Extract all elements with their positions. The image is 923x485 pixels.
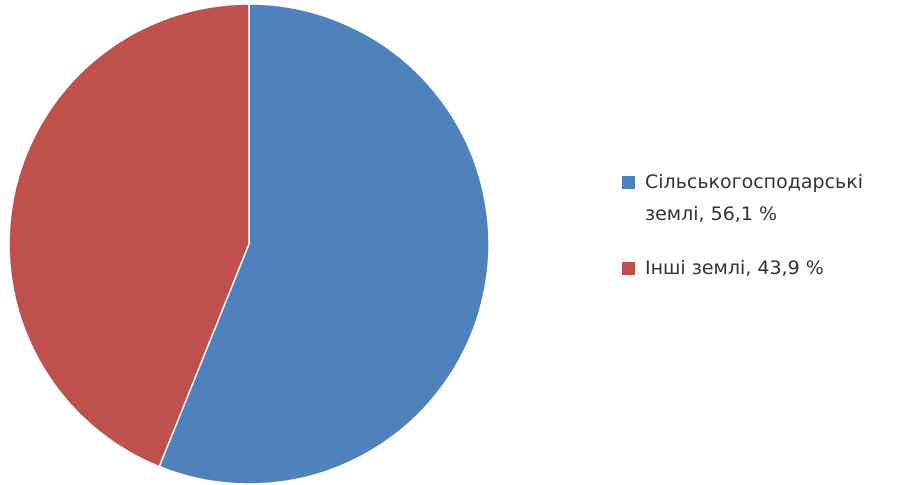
legend: Сільськогосподарські землі, 56,1 % Інші з…: [622, 166, 917, 306]
legend-swatch: [622, 262, 635, 275]
legend-item: Інші землі, 43,9 %: [622, 252, 917, 284]
legend-label: Інші землі, 43,9 %: [645, 257, 824, 279]
chart: [8, 3, 490, 485]
pie-slice: [158, 3, 490, 485]
legend-swatch: [622, 176, 635, 189]
legend-label: Сільськогосподарські землі, 56,1 %: [645, 171, 863, 225]
pie-slice: [8, 3, 250, 468]
legend-item: Сільськогосподарські землі, 56,1 %: [622, 166, 917, 230]
